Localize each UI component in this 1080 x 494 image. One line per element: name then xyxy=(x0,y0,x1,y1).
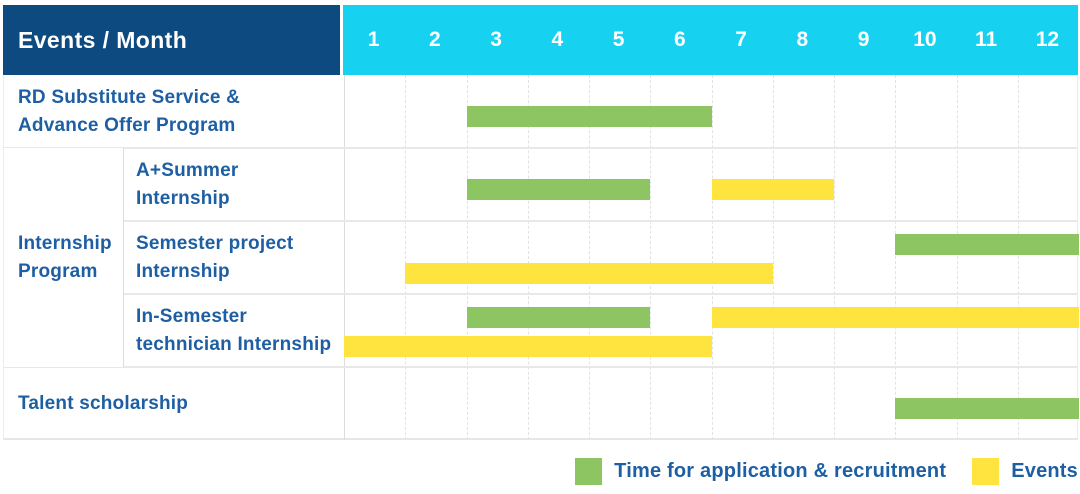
legend-swatch-application-green xyxy=(575,458,603,485)
row-label-line: In-Semester xyxy=(136,305,247,327)
row-label-in-semester-technician-internship: In-Semester technician Internship xyxy=(136,294,336,367)
row-label-semester-project-internship: Semester project Internship xyxy=(136,221,336,294)
row-label-line: Semester project xyxy=(136,232,294,254)
gantt-bar-application-rd-substitute-service-advance-offer-program xyxy=(466,106,712,127)
gantt-bar-application-semester-project-internship xyxy=(895,234,1079,255)
legend-item-events: Events xyxy=(972,458,1078,485)
month-label-10: 10 xyxy=(913,28,937,51)
row-label-line: Talent scholarship xyxy=(18,392,189,414)
row-label-line: Advance Offer Program xyxy=(18,114,236,136)
gantt-bar-application-talent-scholarship xyxy=(895,398,1079,419)
month-label-5: 5 xyxy=(612,28,625,51)
label-grid-divider xyxy=(344,75,345,440)
group-label-internship-program: Internship Program xyxy=(4,148,124,367)
month-gridline xyxy=(772,75,774,440)
month-gridline xyxy=(405,75,407,440)
group-label-line: Program xyxy=(18,260,98,282)
month-label-11: 11 xyxy=(975,28,998,51)
month-label-9: 9 xyxy=(857,28,870,51)
gantt-bar-events-a-plus-summer-internship xyxy=(711,179,834,200)
row-label-rd-substitute-service-advance-offer-program: RD Substitute Service & Advance Offer Pro… xyxy=(18,75,328,148)
month-gridline xyxy=(834,75,835,440)
month-gridline xyxy=(956,75,958,440)
row-label-line: technician Internship xyxy=(136,333,332,355)
gantt-bar-application-a-plus-summer-internship xyxy=(466,179,651,200)
row-separator xyxy=(124,220,1077,222)
month-gridline xyxy=(711,75,713,440)
month-label-8: 8 xyxy=(796,28,809,51)
gantt-table: Events / Month 1 2 3 4 5 6 7 8 9 10 11 12 RD Substi… xyxy=(3,5,1079,440)
row-label-line: A+Summer xyxy=(136,159,239,181)
month-gridline xyxy=(1017,75,1019,440)
legend: Time for application & recruitment Event… xyxy=(575,458,1078,485)
row-label-line: RD Substitute Service & xyxy=(18,86,241,108)
row-separator xyxy=(124,293,1077,295)
month-label-4: 4 xyxy=(551,28,564,51)
legend-item-application: Time for application & recruitment xyxy=(575,458,946,485)
month-label-3: 3 xyxy=(490,28,502,51)
month-label-1: 1 xyxy=(367,28,380,51)
row-label-a-plus-summer-internship: A+Summer Internship xyxy=(136,148,336,221)
month-gridline xyxy=(895,75,897,440)
row-separator xyxy=(4,366,1077,368)
gantt-bar-events-in-semester-technician-internship xyxy=(711,307,1079,328)
month-label-2: 2 xyxy=(429,28,441,51)
gantt-body: RD Substitute Service & Advance Offer Pro… xyxy=(3,75,1079,440)
gantt-bar-application-in-semester-technician-internship xyxy=(466,307,651,328)
row-label-line: Internship xyxy=(136,260,230,282)
month-gridline xyxy=(589,75,590,440)
gantt-bar-events-semester-project-internship xyxy=(405,263,773,284)
legend-label-application: Time for application & recruitment xyxy=(614,460,947,482)
events-month-header: Events / Month xyxy=(3,5,340,75)
month-label-7: 7 xyxy=(735,28,747,51)
row-label-line: Internship xyxy=(136,187,230,209)
month-gridline xyxy=(466,75,468,440)
month-label-12: 12 xyxy=(1035,28,1060,51)
month-header-row: 1 2 3 4 5 6 7 8 9 10 11 12 xyxy=(343,5,1078,75)
month-gridline xyxy=(650,75,652,440)
month-gridline xyxy=(527,75,529,440)
gantt-bar-events-in-semester-technician-internship xyxy=(344,336,712,357)
row-label-talent-scholarship: Talent scholarship xyxy=(18,367,328,440)
month-label-6: 6 xyxy=(674,28,686,51)
legend-label-events: Events xyxy=(1011,460,1078,482)
group-label-line: Internship xyxy=(18,232,112,254)
legend-swatch-events-yellow xyxy=(972,458,1000,485)
row-separator xyxy=(4,147,1077,149)
